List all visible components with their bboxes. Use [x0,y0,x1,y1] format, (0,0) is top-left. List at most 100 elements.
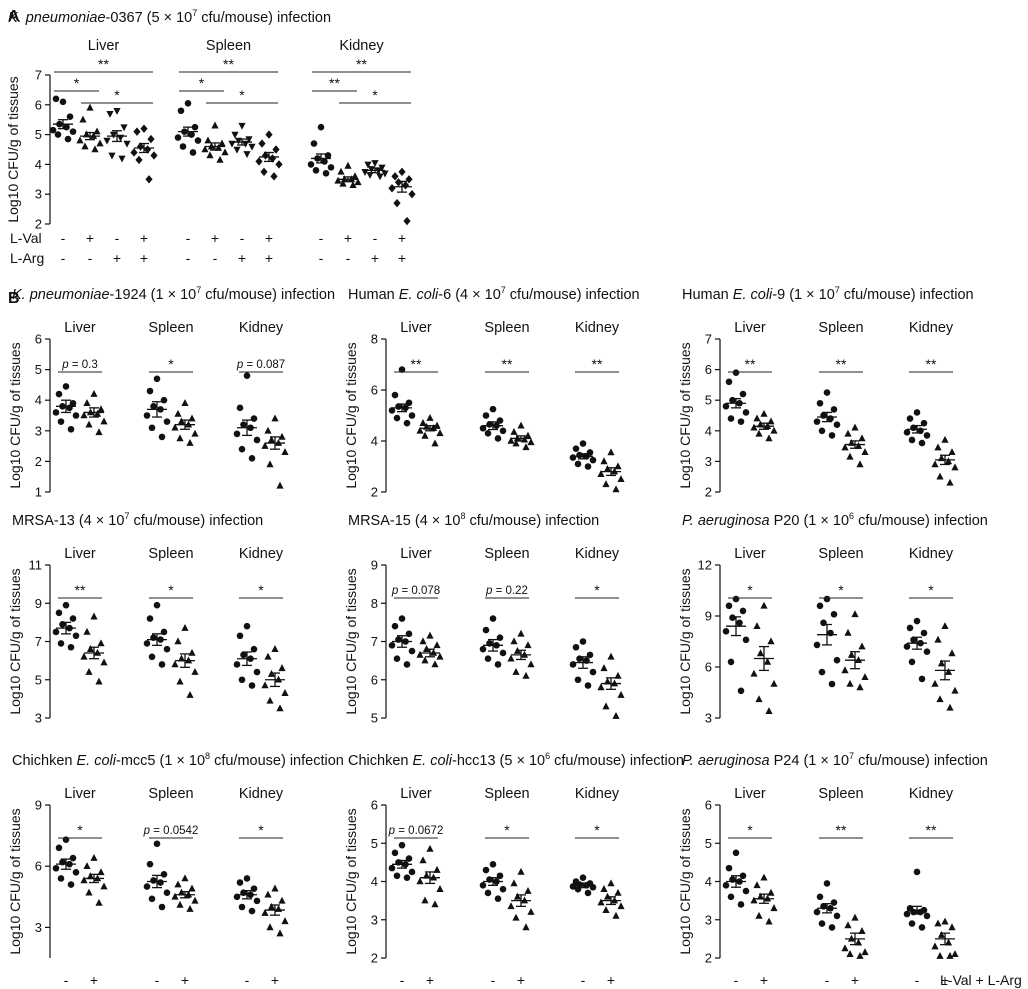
data-point [755,911,763,919]
data-point [354,178,362,186]
data-point [97,639,105,647]
data-point [364,161,372,169]
significance-label: * [258,822,264,838]
organ-label: Liver [400,320,432,336]
data-point [174,637,182,645]
data-point [157,879,164,886]
data-point [572,445,580,452]
organ-group-liver: Liver * [722,546,778,714]
data-point [946,478,954,486]
data-point [90,612,98,620]
data-point [163,418,171,425]
data-point [736,619,743,627]
treatment-sign: + [760,972,768,988]
significance-label: ** [926,356,937,372]
data-point [233,661,241,668]
data-point [274,904,283,912]
data-point [931,460,939,468]
data-point [62,383,70,390]
title-dose: (1 × 10 [147,287,197,303]
data-point [310,140,318,147]
data-point [57,875,65,882]
data-point [512,439,520,447]
data-point [64,135,72,143]
data-point [770,904,778,912]
data-point [52,864,60,872]
data-point [589,668,597,676]
y-tick-label: 2 [705,485,712,500]
title-strain: -1924 [110,287,147,303]
data-point [614,888,622,896]
data-point [732,849,740,857]
data-point [510,879,518,887]
y-tick-label: 12 [698,558,712,573]
data-point [858,927,866,935]
data-point [421,656,429,664]
data-point [307,161,315,168]
treatment-sign: - [88,250,93,266]
data-point [732,595,740,603]
data-column [750,873,778,925]
organ-label: Spleen [818,546,863,562]
organ-group-liver: Liver p = 0.0672 - + [388,786,444,988]
data-point [426,631,434,639]
data-column [261,645,289,712]
data-column [722,369,750,425]
treatment-sign: + [344,230,352,246]
data-point [479,645,487,653]
y-tick-label: 4 [35,393,42,408]
data-point [527,908,535,915]
data-column [49,95,77,143]
organ-label: Spleen [818,320,863,336]
data-point [727,415,735,422]
data-point [90,389,98,397]
data-point [133,127,141,136]
data-column [903,868,931,931]
title-strain: P20 [770,513,800,529]
data-point [393,198,401,208]
data-point [86,872,95,880]
p-value-label: p = 0.22 [485,585,528,597]
data-point [574,460,582,468]
data-point [176,900,184,908]
organ-group-liver: Liver ** [52,546,108,685]
chart-panel-B9: P. aeruginosa P24 (1 × 107 cfu/mouse) in… [677,751,988,988]
data-point [91,145,99,153]
data-column [80,612,108,685]
data-point [941,435,949,443]
data-point [186,690,194,698]
organ-group-spleen: Spleen * [813,546,869,691]
data-point [931,942,939,950]
y-axis-label: Log10 CFU/g of tissues [343,342,359,488]
data-point [527,438,535,446]
data-point [218,139,226,147]
y-tick-label: 7 [705,332,712,347]
treatment-sign: + [90,972,98,988]
y-tick-label: 3 [371,912,378,927]
treatment-sign: - [319,250,324,266]
data-point [66,113,74,121]
data-point [729,396,736,404]
data-point [143,412,151,419]
data-point [574,885,582,893]
data-column [103,107,131,163]
data-point [67,881,75,888]
data-point [607,879,615,887]
data-point [828,432,836,439]
y-tick-label: 5 [371,836,378,851]
data-point [55,390,63,398]
data-point [221,148,229,156]
title-rest: cfu/mouse) infection [129,513,263,529]
p-value-label: p = 0.0672 [388,825,444,837]
data-column [388,615,416,668]
data-point [818,668,826,676]
data-point [238,445,246,453]
y-axis-label: Log10 CFU/g of tissues [677,568,693,714]
data-point [584,889,592,897]
y-axis-label: Log10 CFU/g of tissues [7,568,23,714]
data-point [920,629,928,637]
data-column [174,100,202,156]
organ-label: Kidney [575,786,620,802]
data-point [816,893,824,901]
y-tick-label: 3 [35,920,42,935]
